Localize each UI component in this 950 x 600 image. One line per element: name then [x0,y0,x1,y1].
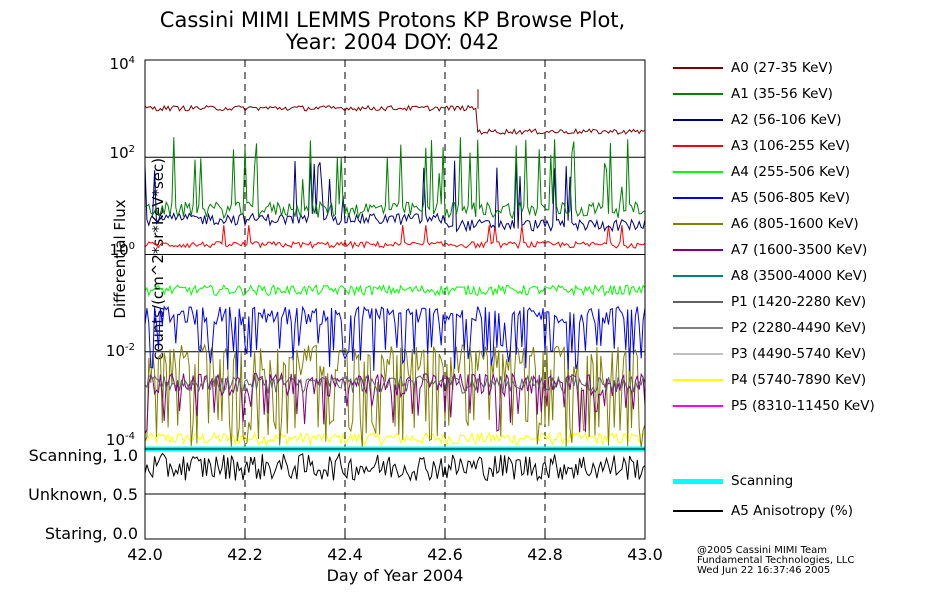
series-line-anisotropy [144,451,646,482]
legend-swatch [673,223,723,225]
legend-label: A4 (255-506 KeV) [731,164,851,180]
legend-label: A5 (506-805 KeV) [731,190,851,206]
chart-title-line2: Year: 2004 DOY: 042 [285,30,500,54]
legend-label: P4 (5740-7890 KeV) [731,372,867,388]
state-panel-frame [144,448,646,540]
legend-item: P1 (1420-2280 KeV) [673,292,866,312]
x-tick-label: 42.4 [327,545,363,564]
series-line-a0 [144,104,646,136]
legend-swatch [673,478,723,484]
legend-swatch [673,353,723,355]
series-line-p4 [144,431,646,447]
legend-item: Scanning [673,471,793,491]
legend-label: A0 (27-35 KeV) [731,60,833,76]
legend-label: P5 (8310-11450 KeV) [731,398,875,414]
legend-label: A1 (35-56 KeV) [731,86,833,102]
series-line-a6 [144,343,646,449]
legend-label: A3 (106-255 KeV) [731,138,851,154]
x-tick-label: 42.8 [527,545,563,564]
legend-item: A4 (255-506 KeV) [673,162,850,182]
series-line-a2 [144,160,646,233]
series-line-p1 [144,374,646,395]
legend-swatch [673,327,723,329]
state-label-staring: Staring, 0.0 [44,524,138,543]
y-tick-label: 100 [109,241,135,259]
credit-block: @2005 Cassini MIMI Team Fundamental Tech… [697,546,854,576]
legend-item: P4 (5740-7890 KeV) [673,370,866,390]
legend-label: A7 (1600-3500 KeV) [731,242,868,258]
series-line-a3 [144,225,646,250]
y-tick-label: 10-2 [105,342,135,360]
legend-item: P5 (8310-11450 KeV) [673,396,875,416]
legend-item: A5 (506-805 KeV) [673,188,850,208]
legend-swatch [673,275,723,277]
x-axis-label: Day of Year 2004 [326,566,464,585]
series-line-a1 [144,137,646,220]
legend-item: A1 (35-56 KeV) [673,84,833,104]
series-line-a4 [144,283,646,298]
legend-swatch [673,145,723,147]
legend-swatch [673,67,723,69]
legend-swatch [673,93,723,95]
legend-label: A5 Anisotropy (%) [731,503,853,519]
y-tick-label: 102 [109,144,135,162]
legend-label: A2 (56-106 KeV) [731,112,842,128]
legend-swatch [673,379,723,381]
legend-swatch [673,405,723,407]
chart-title-line1: Cassini MIMI LEMMS Protons KP Browse Plo… [159,8,626,32]
x-tick-label: 42.6 [427,545,463,564]
legend-label: P3 (4490-5740 KeV) [731,346,867,362]
legend-item: A0 (27-35 KeV) [673,58,833,78]
legend-label: P2 (2280-4490 KeV) [731,320,867,336]
legend-swatch [673,197,723,199]
legend-label: Scanning [731,473,794,489]
legend-item: A6 (805-1600 KeV) [673,214,859,234]
legend-label: A6 (805-1600 KeV) [731,216,859,232]
y-tick-label: 10-4 [105,431,135,449]
x-tick-label: 42.0 [127,545,163,564]
series-line-a5 [144,305,646,378]
x-tick-label: 42.2 [227,545,263,564]
legend-item: A5 Anisotropy (%) [673,501,853,521]
legend-swatch [673,119,723,121]
legend-swatch [673,510,723,512]
legend-item: A8 (3500-4000 KeV) [673,266,867,286]
y-tick-label: 104 [109,55,135,73]
credit-line: Fundamental Technologies, LLC [697,555,855,566]
legend-swatch [673,249,723,251]
legend-label: P1 (1420-2280 KeV) [731,294,867,310]
credit-line: Wed Jun 22 16:37:46 2005 [697,565,831,576]
legend-item: A7 (1600-3500 KeV) [673,240,867,260]
credit-line: @2005 Cassini MIMI Team [697,545,827,556]
series-line-a7 [144,371,646,434]
state-label-unknown: Unknown, 0.5 [28,485,138,504]
legend-item: P2 (2280-4490 KeV) [673,318,866,338]
legend-swatch [673,301,723,303]
legend-item: A3 (106-255 KeV) [673,136,850,156]
legend-label: A8 (3500-4000 KeV) [731,268,868,284]
state-label-scanning: Scanning, 1.0 [28,446,138,465]
x-tick-label: 43.0 [627,545,663,564]
legend-item: P3 (4490-5740 KeV) [673,344,866,364]
legend-swatch [673,171,723,173]
legend-item: A2 (56-106 KeV) [673,110,841,130]
